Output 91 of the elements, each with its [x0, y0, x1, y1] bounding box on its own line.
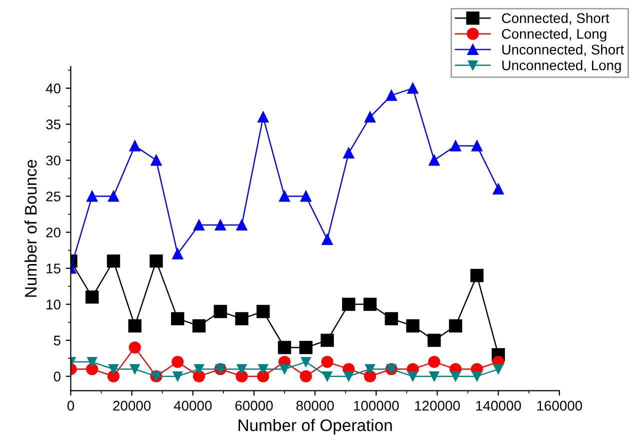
point	[429, 371, 440, 382]
point	[236, 364, 247, 374]
point	[192, 319, 206, 332]
point	[258, 112, 269, 123]
point	[194, 364, 204, 374]
legend-label: Unconnected, Short	[502, 44, 624, 56]
x-tick-label: 80000	[296, 400, 334, 411]
point	[322, 371, 332, 382]
point	[407, 82, 418, 94]
legend-label: Connected, Long	[502, 28, 606, 42]
y-tick-label: 10	[46, 300, 60, 310]
legend-label: Unconnected, Long	[502, 60, 621, 74]
point	[408, 371, 418, 382]
point	[128, 341, 141, 354]
x-tick-label: 120000	[415, 400, 460, 411]
point	[493, 364, 504, 374]
point	[450, 140, 462, 152]
x-tick-label: 20000	[113, 400, 151, 411]
x-tick-label: 40000	[174, 400, 212, 411]
point	[106, 254, 120, 268]
x-tick-label: 140000	[476, 400, 521, 411]
point	[86, 363, 98, 376]
point	[428, 356, 440, 368]
point	[365, 364, 375, 374]
y-tick-label: 30	[46, 156, 60, 166]
y-axis-title: Number of Bounce	[24, 160, 37, 297]
point	[428, 334, 441, 347]
y-tick-label: 0	[54, 372, 60, 382]
point	[342, 298, 356, 311]
y-tick-label: 35	[46, 120, 60, 130]
point	[256, 304, 270, 318]
point	[214, 220, 226, 231]
point	[472, 371, 482, 382]
point	[322, 234, 333, 245]
point	[150, 154, 162, 166]
point	[471, 140, 482, 152]
point	[214, 304, 227, 318]
point	[492, 184, 504, 195]
point	[172, 248, 184, 260]
point	[300, 190, 312, 202]
point	[236, 370, 248, 382]
point	[150, 254, 163, 268]
point	[300, 370, 312, 382]
point	[406, 319, 420, 332]
point	[470, 268, 484, 282]
point	[129, 140, 140, 152]
point	[108, 190, 119, 202]
point	[280, 364, 290, 374]
x-tick-label: 0	[67, 400, 74, 411]
point	[364, 370, 376, 382]
x-tick-label: 100000	[354, 400, 399, 411]
legend-label: Connected, Short	[502, 12, 610, 25]
point	[279, 190, 290, 202]
y-tick-label: 40	[46, 84, 60, 94]
point	[364, 112, 376, 123]
point	[130, 364, 140, 374]
point	[128, 319, 142, 332]
point	[384, 312, 398, 326]
point	[299, 340, 313, 354]
x-tick-label: 160000	[537, 400, 582, 411]
point	[258, 364, 268, 374]
point	[236, 220, 248, 231]
point	[278, 340, 292, 354]
point	[257, 370, 270, 382]
point	[192, 370, 206, 382]
point	[448, 319, 462, 332]
point	[386, 90, 397, 101]
x-axis-title: Number of Operation	[238, 418, 392, 434]
y-tick-label: 20	[46, 228, 60, 238]
point	[363, 298, 377, 311]
point	[172, 371, 183, 382]
point	[107, 370, 120, 382]
y-tick-label: 15	[46, 264, 60, 274]
point	[344, 371, 354, 382]
point	[428, 154, 440, 166]
point	[86, 190, 98, 202]
point	[108, 364, 118, 374]
point	[172, 356, 184, 368]
point	[171, 312, 184, 326]
x-tick-label: 60000	[235, 400, 273, 411]
point	[194, 220, 204, 231]
point	[86, 290, 99, 304]
point	[321, 356, 334, 368]
point	[450, 371, 460, 382]
point	[300, 356, 311, 367]
point	[235, 312, 248, 326]
point	[87, 356, 98, 367]
point	[320, 334, 334, 347]
y-tick-label: 25	[46, 192, 60, 202]
point	[343, 148, 354, 159]
y-tick-label: 5	[54, 336, 60, 346]
